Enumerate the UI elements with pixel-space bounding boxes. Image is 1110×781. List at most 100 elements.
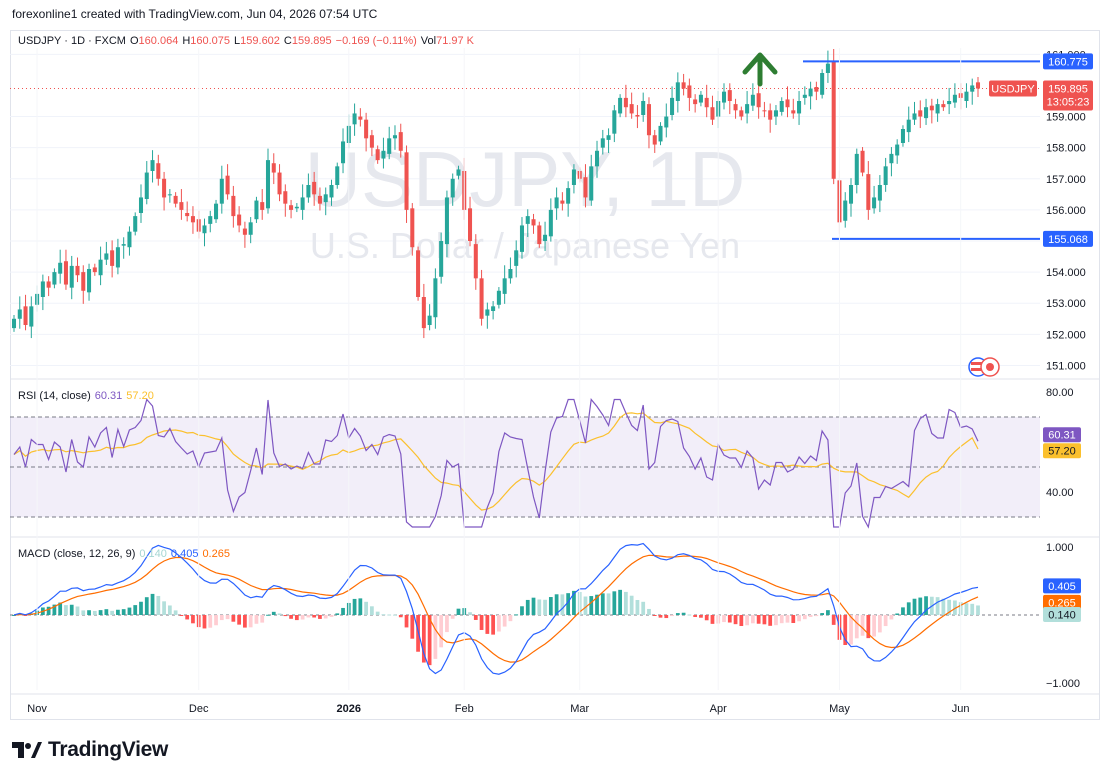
macd-histogram-bar[interactable] <box>271 611 276 615</box>
candle-body[interactable] <box>785 99 790 108</box>
macd-histogram-bar[interactable] <box>219 615 224 621</box>
macd-histogram-bar[interactable] <box>768 615 773 626</box>
candle-body[interactable] <box>652 135 657 145</box>
candle-body[interactable] <box>646 104 651 136</box>
macd-histogram-bar[interactable] <box>491 615 495 635</box>
macd-histogram-bar[interactable] <box>185 615 190 620</box>
candle-body[interactable] <box>664 116 669 128</box>
macd-histogram-bar[interactable] <box>525 599 530 615</box>
macd-histogram-bar[interactable] <box>918 597 923 615</box>
macd-histogram-bar[interactable] <box>739 615 744 627</box>
candle-body[interactable] <box>704 97 709 108</box>
candle-body[interactable] <box>825 63 830 73</box>
macd-histogram-bar[interactable] <box>624 591 628 615</box>
candle-body[interactable] <box>560 200 565 204</box>
candle-body[interactable] <box>658 125 663 142</box>
candle-body[interactable] <box>87 269 92 293</box>
candle-body[interactable] <box>681 82 686 89</box>
macd-histogram-bar[interactable] <box>81 610 86 615</box>
macd-histogram-bar[interactable] <box>254 615 259 624</box>
candle-body[interactable] <box>341 141 346 164</box>
candle-body[interactable] <box>421 297 426 329</box>
candle-body[interactable] <box>219 178 224 204</box>
macd-histogram-bar[interactable] <box>144 597 149 615</box>
macd-histogram-bar[interactable] <box>450 615 455 619</box>
candle-body[interactable] <box>473 244 478 279</box>
macd-histogram-bar[interactable] <box>618 589 622 615</box>
macd-histogram-bar[interactable] <box>243 615 247 628</box>
candle-body[interactable] <box>623 97 628 108</box>
macd-histogram-bar[interactable] <box>393 614 397 616</box>
macd-histogram-bar[interactable] <box>289 615 293 619</box>
candle-body[interactable] <box>335 166 340 185</box>
macd-histogram-bar[interactable] <box>46 606 51 615</box>
candle-body[interactable] <box>410 208 415 248</box>
macd-histogram-bar[interactable] <box>866 615 871 639</box>
macd-histogram-bar[interactable] <box>912 598 917 615</box>
candle-body[interactable] <box>889 153 894 164</box>
candle-body[interactable] <box>670 97 675 115</box>
macd-histogram-bar[interactable] <box>370 606 374 615</box>
candle-body[interactable] <box>831 60 836 179</box>
candle-body[interactable] <box>877 185 882 201</box>
macd-histogram-bar[interactable] <box>797 615 801 622</box>
candle-body[interactable] <box>727 90 732 101</box>
macd-histogram-bar[interactable] <box>699 615 703 618</box>
macd-histogram-bar[interactable] <box>849 615 853 645</box>
macd-histogram-bar[interactable] <box>727 615 732 623</box>
candle-body[interactable] <box>254 200 259 220</box>
rsi-ma-line[interactable] <box>13 412 979 511</box>
macd-histogram-bar[interactable] <box>416 615 420 652</box>
candle-body[interactable] <box>537 225 542 245</box>
macd-histogram-bar[interactable] <box>531 597 536 615</box>
candle-body[interactable] <box>271 163 276 173</box>
candle-body[interactable] <box>502 278 507 294</box>
macd-histogram-bar[interactable] <box>121 609 126 615</box>
candle-body[interactable] <box>300 197 305 210</box>
candle-body[interactable] <box>519 225 524 252</box>
macd-histogram-bar[interactable] <box>202 615 207 629</box>
macd-histogram-bar[interactable] <box>733 615 738 625</box>
candle-body[interactable] <box>854 153 859 185</box>
macd-histogram-bar[interactable] <box>722 615 726 623</box>
macd-histogram-bar[interactable] <box>883 615 888 627</box>
candle-body[interactable] <box>11 318 17 329</box>
macd-histogram-bar[interactable] <box>675 613 680 615</box>
macd-histogram-bar[interactable] <box>277 613 282 615</box>
candle-body[interactable] <box>606 135 611 140</box>
candle-body[interactable] <box>479 278 484 319</box>
candle-body[interactable] <box>312 181 317 195</box>
candle-body[interactable] <box>127 231 132 248</box>
macd-histogram-bar[interactable] <box>537 599 542 615</box>
macd-histogram-bar[interactable] <box>150 593 155 615</box>
macd-histogram-bar[interactable] <box>872 615 876 637</box>
candle-body[interactable] <box>583 177 588 198</box>
candle-body[interactable] <box>496 290 501 305</box>
candle-body[interactable] <box>843 200 848 221</box>
macd-histogram-bar[interactable] <box>906 602 911 615</box>
candle-body[interactable] <box>600 138 605 148</box>
macd-histogram-bar[interactable] <box>831 615 836 625</box>
macd-histogram-bar[interactable] <box>58 602 63 615</box>
candle-body[interactable] <box>294 206 299 209</box>
candle-body[interactable] <box>802 94 807 98</box>
candle-body[interactable] <box>214 203 219 220</box>
macd-histogram-bar[interactable] <box>156 595 161 615</box>
candle-body[interactable] <box>138 197 144 213</box>
candle-body[interactable] <box>329 185 334 198</box>
candle-body[interactable] <box>929 105 934 111</box>
candle-body[interactable] <box>721 91 727 103</box>
candle-body[interactable] <box>427 315 432 325</box>
candle-body[interactable] <box>162 178 167 198</box>
candle-body[interactable] <box>283 191 288 204</box>
candle-body[interactable] <box>779 101 784 112</box>
candle-body[interactable] <box>265 160 271 209</box>
candle-body[interactable] <box>29 306 34 327</box>
candle-body[interactable] <box>248 222 253 235</box>
candle-body[interactable] <box>970 85 975 92</box>
macd-line[interactable] <box>13 542 979 675</box>
macd-histogram-bar[interactable] <box>802 615 807 620</box>
candle-body[interactable] <box>444 197 449 245</box>
macd-histogram-bar[interactable] <box>468 612 472 615</box>
